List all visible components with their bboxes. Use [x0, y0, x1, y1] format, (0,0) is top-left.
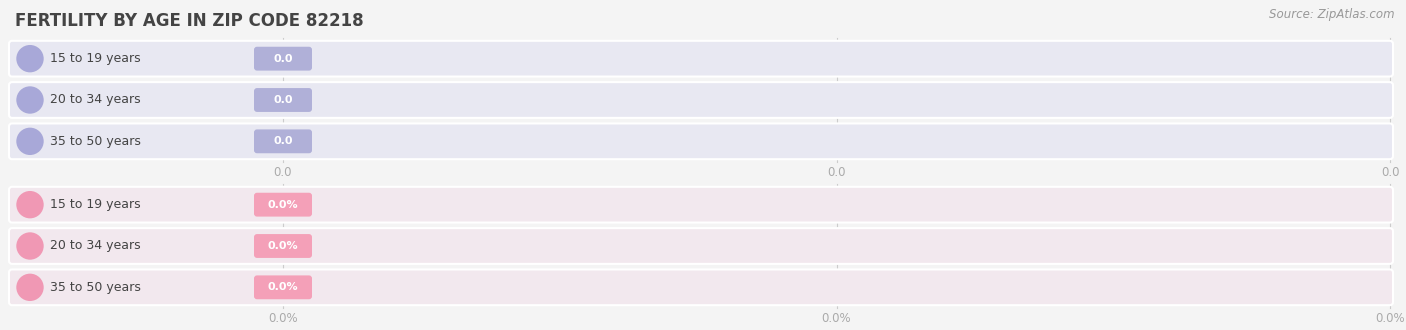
Ellipse shape	[17, 232, 44, 260]
Text: FERTILITY BY AGE IN ZIP CODE 82218: FERTILITY BY AGE IN ZIP CODE 82218	[15, 12, 364, 30]
Text: 15 to 19 years: 15 to 19 years	[49, 52, 141, 65]
FancyBboxPatch shape	[8, 123, 1393, 159]
FancyBboxPatch shape	[254, 129, 312, 153]
Text: 35 to 50 years: 35 to 50 years	[49, 135, 141, 148]
FancyBboxPatch shape	[254, 234, 312, 258]
Ellipse shape	[17, 274, 44, 301]
Ellipse shape	[17, 191, 44, 218]
Text: 0.0%: 0.0%	[1375, 312, 1405, 325]
FancyBboxPatch shape	[254, 47, 312, 71]
Text: 20 to 34 years: 20 to 34 years	[49, 240, 141, 252]
Text: 0.0: 0.0	[274, 166, 292, 179]
Ellipse shape	[17, 45, 44, 72]
Text: 35 to 50 years: 35 to 50 years	[49, 281, 141, 294]
Text: 20 to 34 years: 20 to 34 years	[49, 93, 141, 107]
FancyBboxPatch shape	[8, 228, 1393, 264]
Text: Source: ZipAtlas.com: Source: ZipAtlas.com	[1270, 8, 1395, 21]
Text: 0.0: 0.0	[273, 95, 292, 105]
FancyBboxPatch shape	[8, 187, 1393, 222]
FancyBboxPatch shape	[8, 270, 1393, 305]
FancyBboxPatch shape	[254, 193, 312, 216]
Text: 0.0%: 0.0%	[267, 241, 298, 251]
Text: 0.0%: 0.0%	[267, 282, 298, 292]
Text: 0.0%: 0.0%	[821, 312, 851, 325]
FancyBboxPatch shape	[8, 41, 1393, 77]
Text: 0.0: 0.0	[273, 54, 292, 64]
Text: 0.0%: 0.0%	[269, 312, 298, 325]
FancyBboxPatch shape	[254, 276, 312, 299]
Text: 0.0%: 0.0%	[267, 200, 298, 210]
FancyBboxPatch shape	[8, 82, 1393, 118]
Ellipse shape	[17, 128, 44, 155]
Text: 0.0: 0.0	[273, 136, 292, 146]
Text: 15 to 19 years: 15 to 19 years	[49, 198, 141, 211]
Text: 0.0: 0.0	[827, 166, 846, 179]
Text: 0.0: 0.0	[1381, 166, 1399, 179]
FancyBboxPatch shape	[254, 88, 312, 112]
Ellipse shape	[17, 86, 44, 114]
